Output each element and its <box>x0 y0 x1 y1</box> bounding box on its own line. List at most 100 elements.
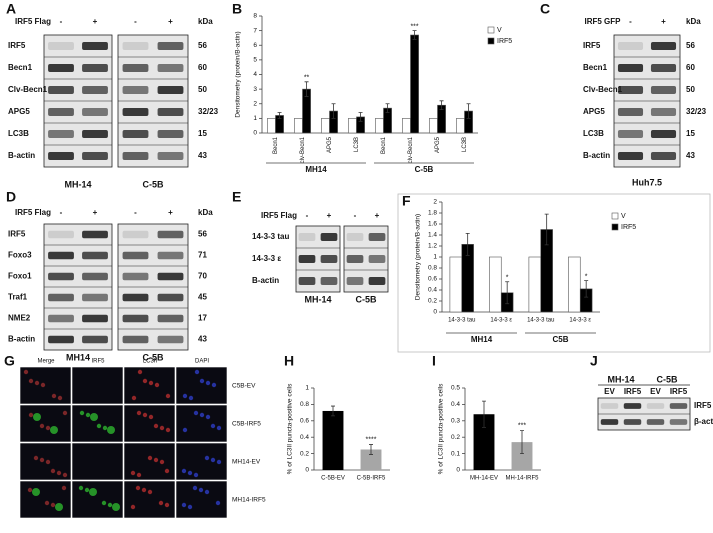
band <box>157 42 184 50</box>
band <box>157 293 184 302</box>
band <box>617 86 644 94</box>
significance: *** <box>518 422 526 429</box>
row-label: APG5 <box>583 107 605 116</box>
y-tick-label: 0.2 <box>451 434 460 441</box>
kda-label: 17 <box>198 314 207 323</box>
bar <box>360 449 382 470</box>
cell-signal <box>28 412 34 418</box>
y-axis-title: Densitometry (protein/B-actin) <box>235 31 242 117</box>
cell-signal <box>204 489 210 495</box>
y-tick-label: 0.4 <box>300 434 309 441</box>
band <box>650 108 677 116</box>
cell-signal <box>210 457 216 463</box>
cell-signal <box>216 425 222 431</box>
lane-label: IRF5 <box>670 387 688 396</box>
cell-signal <box>45 459 51 465</box>
x-tick-label: LC3B <box>354 137 360 152</box>
lane-label: + <box>168 208 173 217</box>
lane-label: + <box>168 17 173 26</box>
cell-signal <box>188 395 194 401</box>
x-tick-label: Becn1 <box>273 136 279 154</box>
bar <box>449 256 463 313</box>
cell-signal <box>148 380 154 386</box>
band <box>82 130 108 138</box>
cell-signal <box>89 488 97 496</box>
row-label: IRF5 <box>8 230 26 239</box>
band <box>617 152 644 160</box>
y-tick-label: 0.4 <box>428 287 437 294</box>
band <box>122 293 149 302</box>
bar <box>528 256 542 313</box>
error-bar <box>520 430 524 454</box>
cell-signal <box>159 425 165 431</box>
row-label: Becn1 <box>8 63 33 72</box>
cell-signal <box>182 427 188 433</box>
band <box>157 314 184 323</box>
band <box>122 314 149 323</box>
legend-label: V <box>621 213 626 220</box>
band <box>617 42 644 50</box>
band <box>646 403 665 409</box>
legend-label: IRF5 <box>621 224 636 231</box>
cell-signal <box>148 414 154 420</box>
cell-signal <box>181 502 187 508</box>
error-bar <box>304 81 309 97</box>
x-tick-label: Becn1 <box>381 136 387 154</box>
cell-signal <box>199 412 205 418</box>
column-label: LC3II <box>143 359 158 365</box>
cell-line-label: C-5B <box>656 374 678 384</box>
cell-signal <box>142 412 148 418</box>
band <box>48 335 74 344</box>
cell-signal <box>158 500 164 506</box>
cell-signal <box>187 470 193 476</box>
band <box>82 64 108 72</box>
micrograph <box>71 442 124 481</box>
cell-signal <box>33 455 39 461</box>
lane-label: EV <box>650 387 661 396</box>
panel-letter: G <box>4 353 15 369</box>
y-tick-label: 0.3 <box>451 418 460 425</box>
cell-signal <box>154 382 160 388</box>
band <box>669 403 688 409</box>
x-tick-label: C-5B-IRF5 <box>357 476 386 482</box>
bar <box>489 256 502 313</box>
cell-signal <box>51 393 57 399</box>
y-tick-label: 0 <box>433 309 437 316</box>
cell-signal <box>112 503 120 511</box>
panel-letter: H <box>284 353 294 369</box>
band <box>157 230 184 239</box>
y-tick-label: 1.6 <box>428 221 437 228</box>
cell-signal <box>205 380 211 386</box>
cell-signal <box>61 485 67 491</box>
lane-label: + <box>93 208 98 217</box>
cell-signal <box>135 485 141 491</box>
cell-signal <box>39 423 45 429</box>
micrograph <box>123 404 176 443</box>
y-axis-title: % of LC3II puncta-positive cells <box>287 383 294 474</box>
cell-signal <box>193 472 199 478</box>
micrograph <box>71 366 124 405</box>
x-tick-label: APG5 <box>435 136 441 153</box>
group-label: MH14 <box>471 335 493 344</box>
micrograph <box>123 480 176 519</box>
band <box>122 251 149 260</box>
group-label: C5B <box>552 335 568 344</box>
significance: * <box>506 275 509 282</box>
row-label: MH14-IRF5 <box>232 497 266 504</box>
row-label: C5B-IRF5 <box>232 421 261 428</box>
y-tick-label: 4 <box>253 71 257 78</box>
kda-label: 45 <box>198 293 207 302</box>
cell-line-label: C-5B <box>355 294 377 304</box>
y-tick-label: 0.1 <box>451 450 460 457</box>
x-tick-label: MH-14-EV <box>470 476 498 482</box>
cell-signal <box>107 426 115 434</box>
bar <box>402 118 411 134</box>
panel-letter: C <box>540 1 550 17</box>
band <box>48 152 74 160</box>
band <box>346 277 364 285</box>
cell-signal <box>33 413 41 421</box>
lane-label: + <box>93 17 98 26</box>
error-bar <box>277 112 282 119</box>
band <box>82 86 108 94</box>
